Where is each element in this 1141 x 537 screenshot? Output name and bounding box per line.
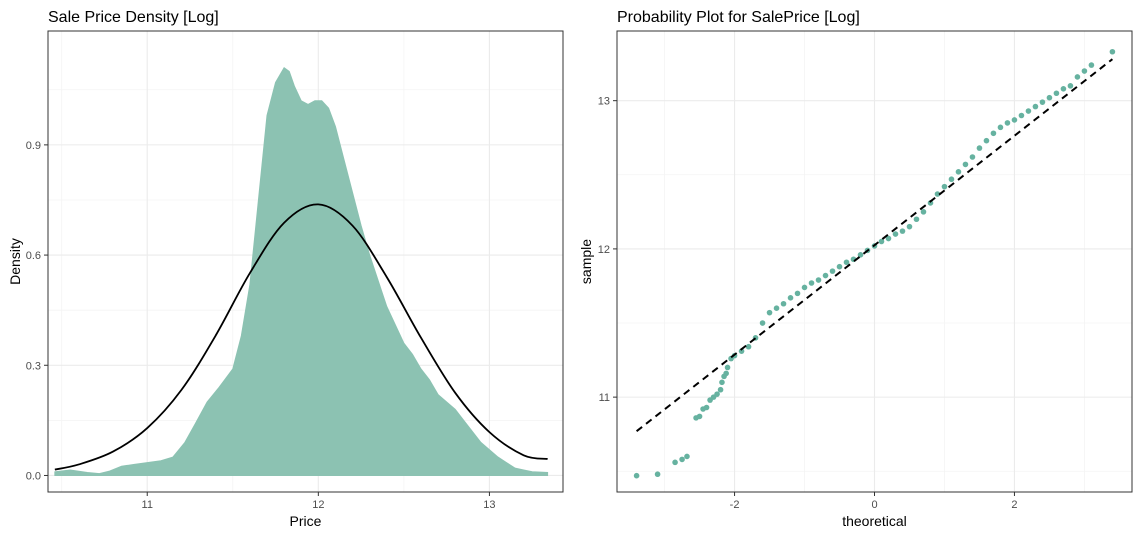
normal-curve-line: [54, 203, 548, 471]
qq-point: [1025, 108, 1032, 114]
qq-point: [696, 413, 703, 420]
qq-point: [822, 272, 829, 279]
qq-point: [836, 263, 843, 270]
qq-point: [724, 364, 731, 371]
density-plot-y-tick-label: 0.9: [26, 140, 41, 152]
qq-point: [1067, 83, 1074, 89]
qq-point: [1088, 62, 1095, 68]
density-plot-title: Sale Price Density [Log]: [48, 9, 219, 26]
qq-point: [787, 295, 794, 301]
qq-point: [738, 348, 745, 354]
qq-point: [654, 471, 661, 478]
probability-plot-x-tick-label: 2: [1011, 499, 1017, 511]
qq-point: [892, 231, 899, 237]
density-plot-axes: 11 12 13 0.0 0.3 0.6 0.9: [26, 140, 496, 511]
qq-point: [1081, 68, 1088, 74]
density-plot: Sale Price Density [Log] 11 12 13 0.0 0.3 0.6…: [7, 9, 564, 529]
probability-plot-y-tick-label: 12: [598, 244, 610, 256]
qq-point: [719, 379, 725, 386]
qq-point: [766, 309, 773, 316]
qq-point: [878, 238, 885, 245]
probability-plot-title: Probability Plot for SalePrice [Log]: [617, 9, 860, 26]
qq-point: [633, 472, 640, 479]
density-plot-marks: [54, 67, 549, 476]
qq-point: [885, 235, 892, 242]
qq-point: [672, 459, 678, 466]
qq-point: [997, 124, 1004, 131]
qq-point: [990, 130, 997, 137]
qq-point: [857, 252, 864, 258]
qq-point: [773, 305, 780, 311]
qq-point: [948, 176, 955, 183]
qq-point: [829, 268, 836, 274]
qq-point: [976, 145, 983, 151]
qq-point: [920, 209, 927, 215]
probability-plot-y-tick-label: 13: [598, 96, 610, 108]
qq-point: [906, 223, 913, 230]
qq-point: [1046, 94, 1053, 101]
density-plot-y-tick-label: 0.3: [26, 360, 41, 372]
probability-plot-grid: [617, 31, 1132, 492]
qq-point: [1011, 117, 1018, 123]
qq-point: [1032, 103, 1039, 110]
density-plot-x-axis-title: Price: [290, 513, 322, 529]
qq-point: [934, 191, 941, 197]
probability-plot: Probability Plot for SalePrice [Log] -2 0…: [578, 9, 1133, 529]
qq-point: [745, 343, 752, 350]
qq-point: [941, 183, 948, 190]
qq-point: [955, 169, 962, 175]
density-plot-x-tick-label: 13: [483, 499, 495, 511]
qq-point: [1004, 120, 1011, 126]
probability-plot-x-axis-title: theoretical: [842, 513, 907, 529]
qq-point: [717, 386, 724, 393]
qq-point: [1109, 48, 1116, 55]
density-plot-panel: [47, 30, 564, 493]
qq-point: [962, 161, 969, 168]
qq-point: [1060, 86, 1067, 92]
qq-reference-line: [635, 58, 1114, 433]
probability-plot-x-tick-label: -2: [730, 499, 740, 511]
probability-plot-y-axis-title: sample: [578, 239, 594, 284]
qq-point: [723, 370, 729, 377]
qq-point: [703, 404, 710, 411]
density-plot-y-axis-title: Density: [7, 238, 23, 285]
density-plot-y-tick-label: 0.0: [26, 470, 41, 482]
density-area: [54, 67, 549, 476]
qq-point: [913, 216, 920, 223]
qq-point: [899, 228, 906, 234]
qq-point: [1074, 74, 1081, 80]
qq-point: [759, 320, 766, 326]
qq-point: [679, 456, 685, 463]
qq-point: [1053, 90, 1060, 97]
qq-point: [714, 391, 720, 397]
qq-point: [684, 453, 690, 460]
qq-point: [1039, 99, 1046, 105]
density-plot-y-tick-label: 0.6: [26, 250, 41, 262]
probability-plot-x-tick-label: 0: [871, 499, 877, 511]
qq-point: [815, 277, 822, 283]
qq-point: [969, 154, 976, 160]
probability-plot-marks: [633, 48, 1116, 479]
qq-point: [794, 290, 801, 297]
qq-point: [808, 280, 815, 286]
qq-point: [780, 300, 787, 307]
probability-plot-axes: -2 0 2 11 12 13: [598, 96, 1018, 511]
qq-point: [843, 259, 850, 266]
density-plot-x-tick-label: 12: [312, 499, 324, 511]
density-plot-x-tick-label: 11: [142, 499, 153, 511]
probability-plot-y-tick-label: 11: [599, 392, 610, 404]
qq-point: [1018, 112, 1025, 119]
qq-point: [801, 284, 808, 291]
qq-point: [983, 137, 990, 144]
